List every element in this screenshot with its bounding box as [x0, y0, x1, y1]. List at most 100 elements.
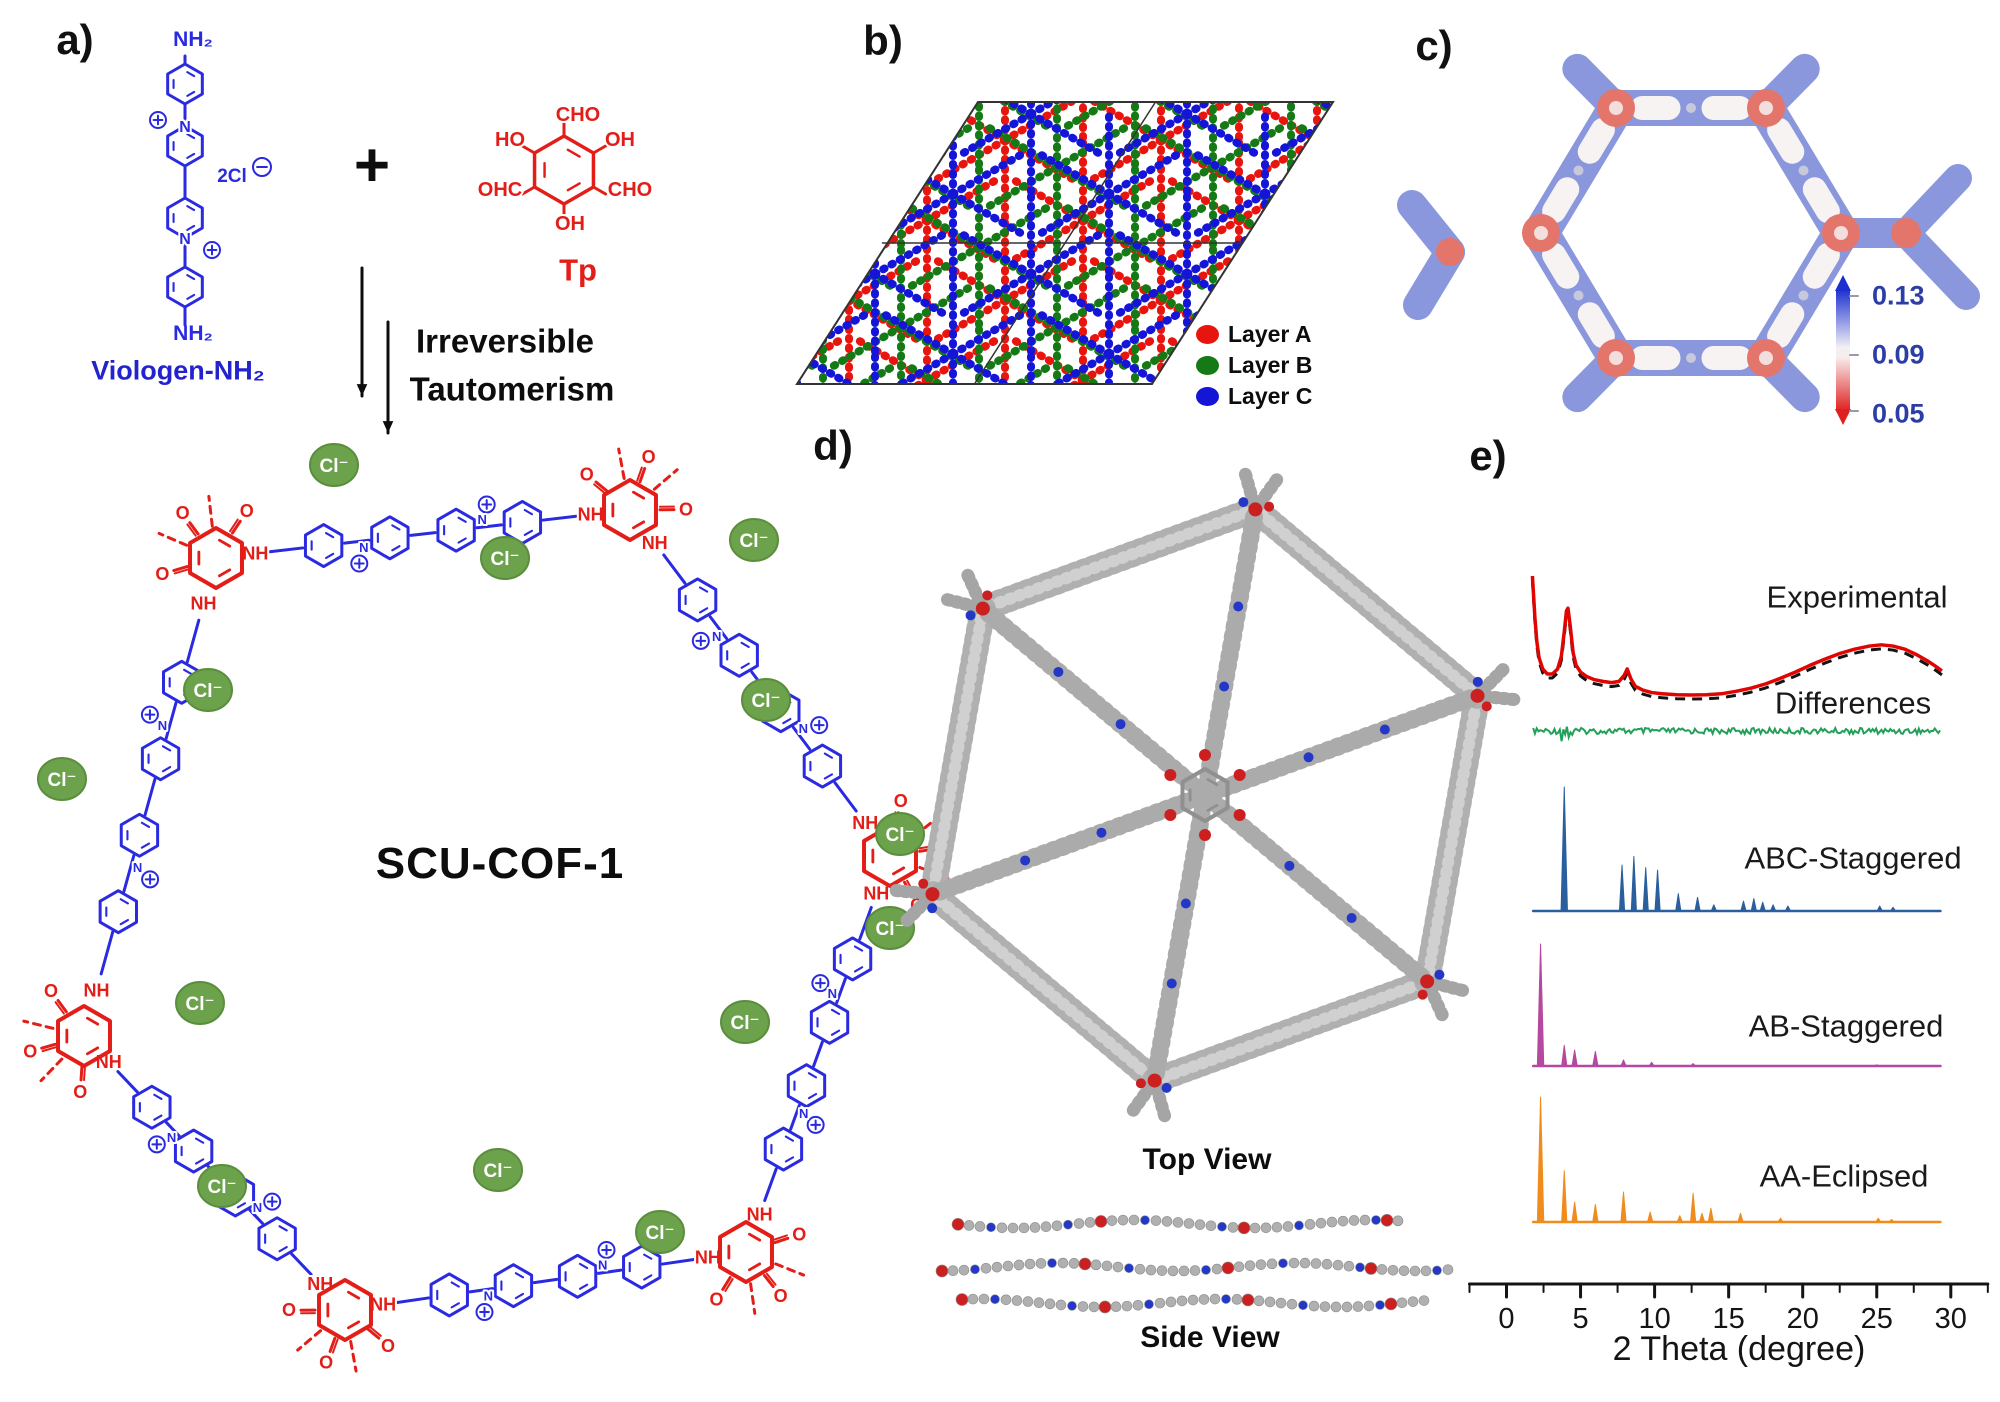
svg-text:O: O [792, 1225, 806, 1245]
svg-text:20: 20 [1787, 1303, 1819, 1335]
differences-trace [1532, 725, 1941, 742]
svg-text:N: N [133, 860, 142, 875]
svg-text:N: N [359, 540, 368, 555]
chloride-badge: Cl⁻ [635, 1210, 685, 1254]
svg-text:O: O [774, 1286, 788, 1306]
svg-text:Cl⁻: Cl⁻ [185, 994, 214, 1015]
panel-a-label: a) [56, 16, 94, 63]
legend-label: Layer B [1228, 351, 1313, 378]
svg-text:Cl⁻: Cl⁻ [885, 825, 914, 846]
ring-node: O O O [707, 1220, 808, 1315]
svg-text:NH: NH [242, 543, 268, 563]
reaction-text-line2: Tautomerism [409, 370, 615, 408]
lattice [797, 102, 1333, 384]
svg-text:Cl⁻: Cl⁻ [739, 531, 768, 552]
svg-text:O: O [23, 1042, 37, 1062]
svg-text:O: O [319, 1353, 333, 1373]
series-label-abc-staggered: ABC-Staggered [1744, 840, 1962, 876]
panel-e-label: e) [1469, 432, 1507, 479]
legend-swatch [1196, 355, 1219, 375]
svg-text:O: O [381, 1336, 395, 1356]
svg-text:N: N [598, 1258, 607, 1273]
svg-text:0: 0 [1498, 1303, 1514, 1335]
svg-text:Cl⁻: Cl⁻ [730, 1013, 759, 1034]
svg-text:N: N [158, 718, 167, 733]
viologen-structure: NH₂ NH₂ N N 2Cl [149, 26, 272, 347]
svg-text:Cl⁻: Cl⁻ [490, 549, 519, 570]
esp-map [1397, 53, 1980, 425]
ring-node: O O O [21, 979, 112, 1104]
svg-text:N: N [478, 512, 487, 527]
chloride-badge: Cl⁻ [197, 1164, 247, 1208]
svg-text:N: N [484, 1288, 493, 1303]
top-view-label: Top View [1142, 1143, 1272, 1176]
svg-text:HO: HO [495, 129, 525, 151]
svg-text:N: N [179, 119, 191, 136]
legend-item: Layer B [1196, 351, 1313, 378]
svg-text:O: O [679, 499, 693, 519]
legend-label: Layer A [1228, 320, 1312, 347]
svg-text:N: N [179, 231, 191, 248]
ring-node: O O O [280, 1278, 397, 1375]
svg-text:CHO: CHO [608, 179, 652, 201]
svg-text:Cl⁻: Cl⁻ [47, 770, 76, 791]
svg-text:O: O [176, 503, 190, 523]
svg-text:NH: NH [747, 1204, 773, 1224]
svg-text:O: O [73, 1082, 87, 1102]
chloride-badge: Cl⁻ [183, 668, 233, 712]
experimental-trace [1530, 575, 1943, 697]
svg-text:Cl⁻: Cl⁻ [193, 681, 222, 702]
svg-text:Cl⁻: Cl⁻ [645, 1223, 674, 1244]
viologen-name: Viologen-NH₂ [91, 355, 265, 386]
side-view-layer [955, 1293, 1430, 1314]
svg-text:NH: NH [863, 884, 889, 904]
ring-node: O O O [153, 494, 256, 590]
svg-text:Cl⁻: Cl⁻ [483, 1161, 512, 1182]
svg-text:N: N [799, 721, 808, 736]
svg-text:NH: NH [695, 1248, 721, 1268]
chloride-badge: Cl⁻ [875, 812, 925, 856]
chloride-badge: Cl⁻ [175, 981, 225, 1025]
side-view-layer [935, 1257, 1454, 1278]
chloride-badge: Cl⁻ [720, 1000, 770, 1044]
reaction-text-line1: Irreversible [416, 322, 594, 360]
x-axis-title: 2 Theta (degree) [1612, 1330, 1866, 1368]
colorbar-label-mid: 0.09 [1872, 339, 1925, 370]
svg-text:NH: NH [370, 1294, 396, 1314]
chloride-badge: Cl⁻ [729, 518, 779, 562]
svg-text:N: N [712, 629, 721, 644]
svg-text:NH₂: NH₂ [173, 322, 213, 345]
svg-text:OHC: OHC [478, 179, 522, 201]
chloride-badge: Cl⁻ [480, 536, 530, 580]
legend-swatch [1196, 386, 1219, 406]
svg-text:NH: NH [642, 533, 668, 553]
chloride-badge: Cl⁻ [309, 443, 359, 487]
svg-text:O: O [642, 447, 656, 467]
svg-text:NH: NH [190, 593, 216, 613]
svg-text:N: N [799, 1106, 808, 1121]
svg-text:Cl⁻: Cl⁻ [319, 456, 348, 477]
top-view-structure [884, 462, 1526, 1128]
svg-text:Cl⁻: Cl⁻ [751, 691, 780, 712]
panel-c-label: c) [1415, 22, 1453, 69]
legend-item: Layer C [1196, 382, 1313, 409]
chloride-badge: Cl⁻ [473, 1148, 523, 1192]
panel-d-label: d) [813, 422, 853, 469]
esp-colorbar [1835, 275, 1859, 425]
svg-text:5: 5 [1572, 1303, 1588, 1335]
legend-label: Layer C [1228, 382, 1313, 409]
svg-text:O: O [44, 981, 58, 1001]
experimental-fit [1530, 579, 1943, 701]
svg-text:2Cl: 2Cl [217, 166, 247, 187]
svg-text:O: O [240, 501, 254, 521]
lattice-layer [797, 102, 1333, 384]
svg-text:30: 30 [1935, 1303, 1967, 1335]
layer-stacking-diagram [795, 101, 1335, 385]
reaction-arrows: + [354, 131, 394, 435]
product-name: SCU-COF-1 [375, 839, 625, 888]
